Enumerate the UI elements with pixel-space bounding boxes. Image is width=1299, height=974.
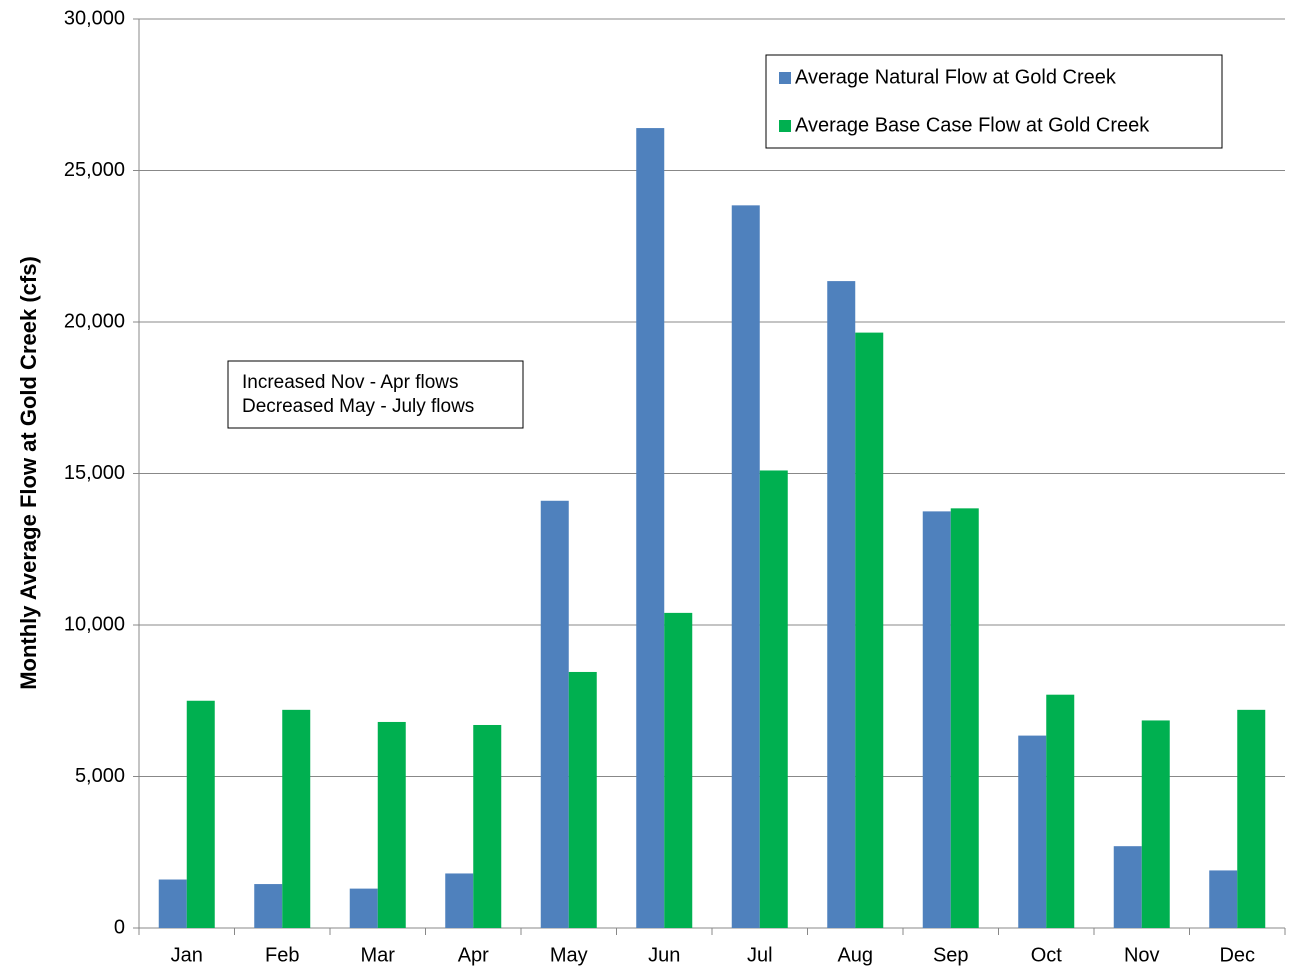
annotation-text: Increased Nov - Apr flows bbox=[242, 372, 458, 393]
x-tick-label: Aug bbox=[837, 944, 873, 966]
bar bbox=[568, 671, 597, 928]
x-tick-label: Nov bbox=[1124, 944, 1160, 966]
x-tick-label: May bbox=[550, 944, 588, 966]
bar bbox=[282, 709, 311, 928]
bar bbox=[1237, 709, 1266, 928]
annotation-text: Decreased May - July flows bbox=[242, 396, 474, 417]
annotation-box bbox=[227, 360, 524, 429]
bar bbox=[377, 721, 406, 928]
bar bbox=[1046, 694, 1075, 928]
x-tick-label: Apr bbox=[458, 944, 489, 966]
bar bbox=[1141, 720, 1170, 928]
bar bbox=[731, 205, 760, 929]
y-tick-label: 25,000 bbox=[64, 159, 125, 181]
x-tick-label: Jul bbox=[747, 944, 773, 966]
y-tick-label: 30,000 bbox=[64, 7, 125, 29]
x-tick-label: Oct bbox=[1031, 944, 1063, 966]
bar bbox=[445, 873, 474, 928]
legend-swatch bbox=[779, 72, 791, 84]
bar bbox=[1209, 870, 1238, 928]
bar bbox=[349, 888, 378, 928]
legend-swatch bbox=[779, 120, 791, 132]
x-tick-label: Sep bbox=[933, 944, 969, 966]
bar bbox=[664, 612, 693, 928]
x-tick-label: Jan bbox=[171, 944, 203, 966]
bar bbox=[254, 884, 283, 928]
x-tick-label: Jun bbox=[648, 944, 680, 966]
bar bbox=[759, 470, 788, 928]
y-tick-label: 20,000 bbox=[64, 310, 125, 332]
legend-box bbox=[765, 54, 1223, 149]
bar bbox=[922, 511, 951, 928]
y-tick-label: 0 bbox=[114, 916, 125, 938]
bar bbox=[950, 508, 979, 928]
bar bbox=[473, 724, 502, 928]
legend-label: Average Natural Flow at Gold Creek bbox=[795, 66, 1117, 88]
bar bbox=[540, 500, 569, 928]
bar bbox=[1113, 846, 1142, 928]
x-tick-label: Feb bbox=[265, 944, 299, 966]
y-tick-label: 5,000 bbox=[75, 765, 125, 787]
y-axis-label: Monthly Average Flow at Gold Creek (cfs) bbox=[16, 256, 41, 690]
y-tick-label: 10,000 bbox=[64, 613, 125, 635]
y-tick-label: 15,000 bbox=[64, 462, 125, 484]
bar bbox=[1018, 735, 1047, 928]
legend-label: Average Base Case Flow at Gold Creek bbox=[795, 114, 1150, 136]
bar bbox=[827, 281, 856, 929]
bar bbox=[186, 700, 215, 928]
x-tick-label: Dec bbox=[1219, 944, 1255, 966]
bar bbox=[158, 879, 187, 928]
bar bbox=[636, 128, 665, 928]
bar bbox=[855, 332, 884, 929]
x-tick-label: Mar bbox=[361, 944, 396, 966]
